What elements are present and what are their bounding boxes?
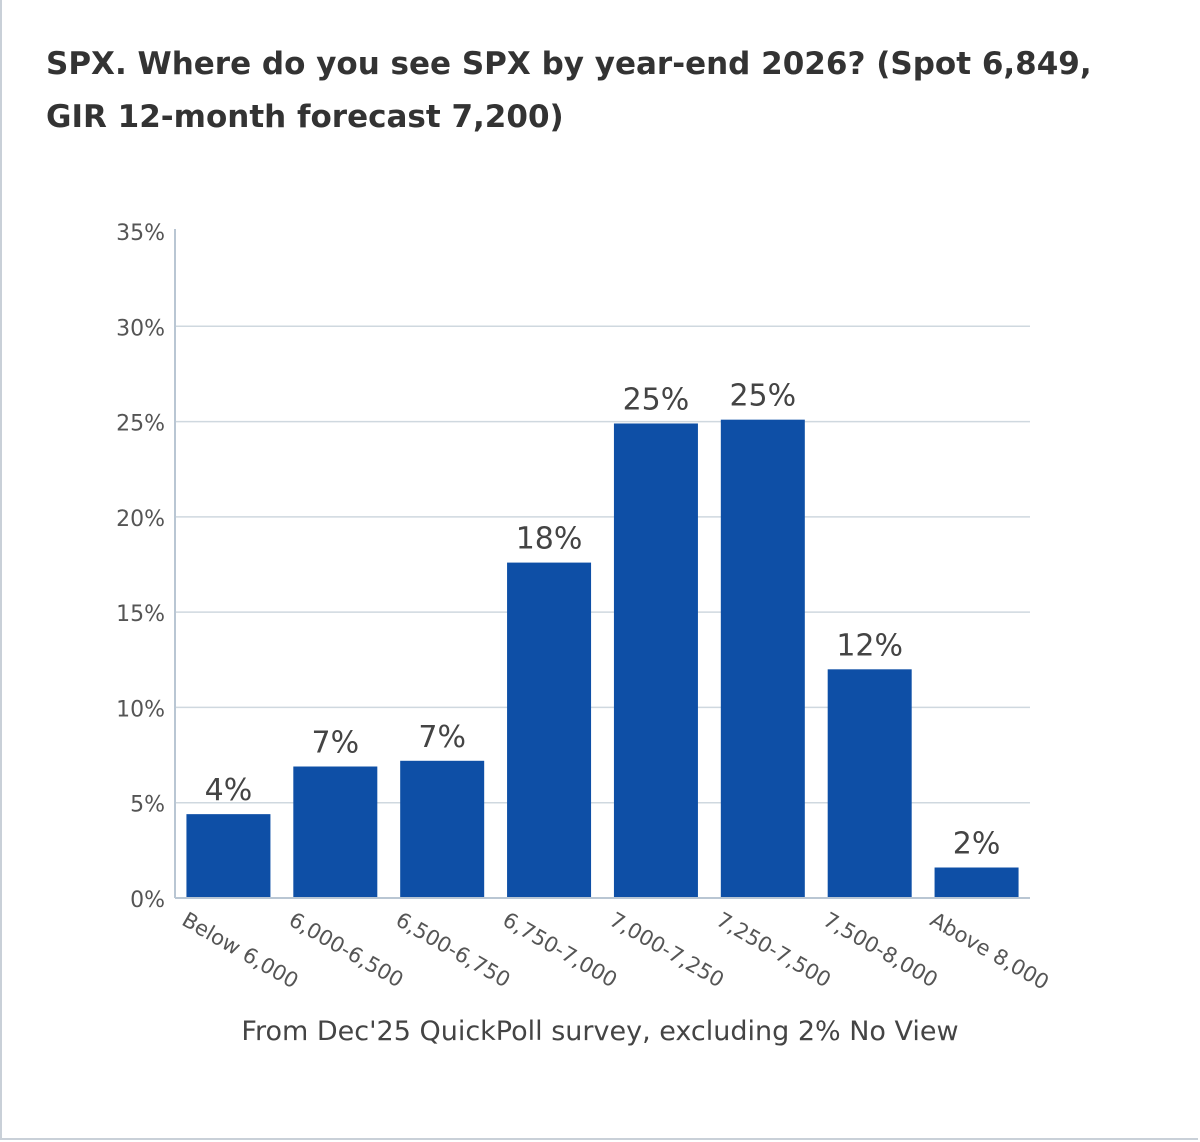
bar	[186, 814, 271, 898]
data-label: 2%	[953, 827, 1001, 862]
y-tick-label: 20%	[116, 507, 165, 532]
y-tick-label: 10%	[116, 697, 165, 722]
x-tick-label: Above 8,000	[926, 908, 1053, 995]
x-tick-label: Below 6,000	[178, 908, 303, 994]
data-label: 7%	[312, 726, 360, 761]
y-tick-label: 5%	[130, 793, 165, 818]
data-label: 7%	[418, 720, 466, 755]
chart-footnote: From Dec'25 QuickPoll survey, excluding …	[241, 1016, 959, 1047]
y-tick-labels: 0% 5% 10% 15% 20% 25% 30% 35%	[116, 221, 165, 913]
bar	[827, 669, 912, 898]
data-label: 25%	[623, 382, 690, 417]
x-tick-labels: Below 6,0006,000-6,5006,500-6,7506,750-7…	[178, 908, 1053, 995]
y-tick-label: 15%	[116, 602, 165, 627]
chart-title: SPX. Where do you see SPX by year-end 20…	[46, 46, 1092, 135]
x-tick-label: 7,500-8,000	[819, 908, 942, 993]
data-labels: 4% 7% 7% 18% 25% 25% 12% 2%	[205, 379, 1001, 862]
data-label: 4%	[205, 773, 253, 808]
data-label: 25%	[729, 379, 796, 414]
x-tick-label: 6,000-6,500	[285, 908, 408, 993]
y-tick-label: 25%	[116, 412, 165, 437]
x-tick-label: 7,000-7,250	[605, 908, 728, 993]
axes	[174, 229, 1030, 899]
bar	[613, 423, 698, 898]
bar	[507, 562, 592, 898]
bar	[293, 766, 378, 898]
x-tick-label: 6,750-7,000	[499, 908, 622, 993]
bar	[400, 760, 485, 898]
x-tick-label: 6,500-6,750	[392, 908, 515, 993]
bars	[186, 419, 1019, 898]
data-label: 12%	[836, 628, 903, 663]
data-label: 18%	[516, 522, 583, 557]
x-tick-label: 7,250-7,500	[712, 908, 835, 993]
y-tick-label: 0%	[130, 888, 165, 913]
y-tick-label: 30%	[116, 316, 165, 341]
bar	[720, 419, 805, 898]
y-tick-label: 35%	[116, 221, 165, 246]
bar	[934, 867, 1019, 898]
